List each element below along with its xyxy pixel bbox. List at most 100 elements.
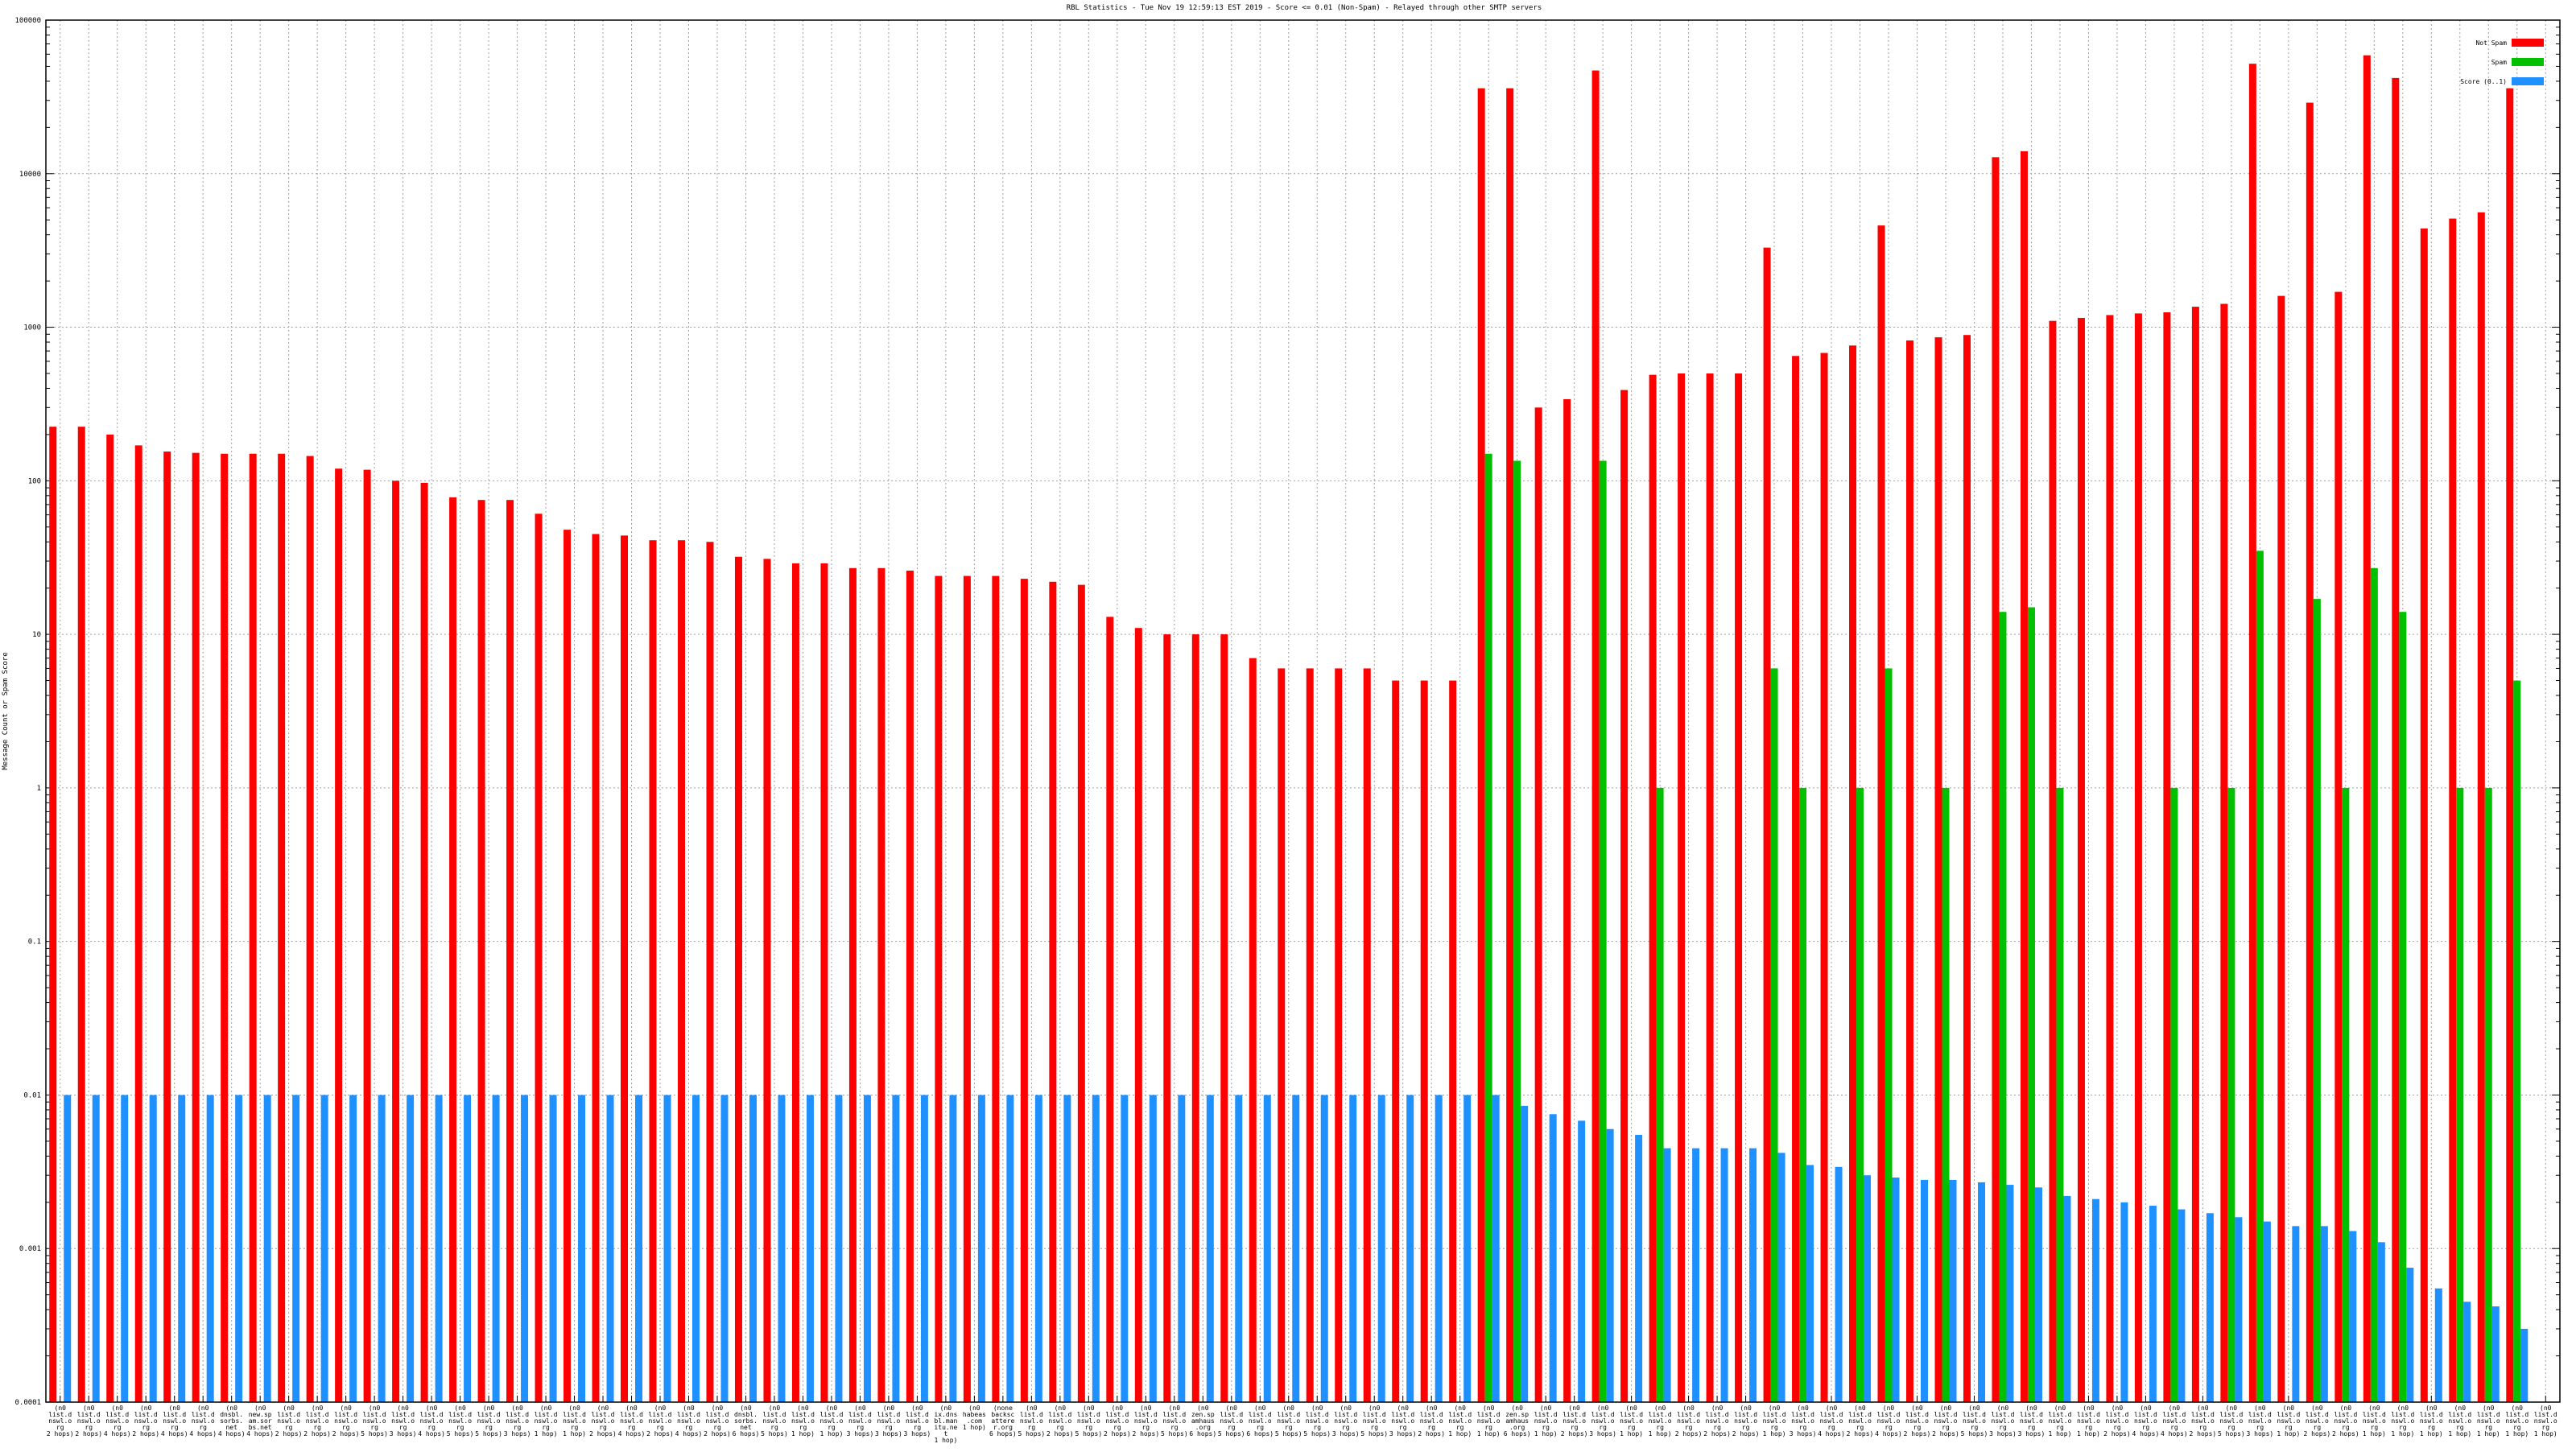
- x-tick-label: (n0 list.d nswl.o rg 4 hops): [1818, 1405, 1845, 1438]
- not-spam-bar: [935, 575, 943, 1403]
- spam-bar: [2370, 567, 2378, 1403]
- score-bar: [1921, 1179, 1929, 1402]
- x-tick-label: (n0 list.d nswl.o rg 5 hops): [1218, 1405, 1245, 1438]
- y-axis: 0.0001 0.001 0.01 0.1 1 10 100 1000 10000 100000: [14, 17, 2560, 1407]
- not-spam-bar: [249, 453, 257, 1402]
- not-spam-bar: [49, 427, 57, 1402]
- legend-label: Not Spam: [2475, 39, 2507, 47]
- score-bar: [949, 1095, 957, 1402]
- x-tick-label: (n0 dnsbl. sorbs. net 4 hops): [218, 1405, 246, 1438]
- x-tick-label: (n0 list.d nswl.o rg 2 hops): [332, 1405, 360, 1438]
- spam-bar: [2313, 599, 2321, 1402]
- not-spam-bar: [2363, 55, 2371, 1403]
- not-spam-bar: [221, 453, 229, 1402]
- spam-bar: [1799, 787, 1807, 1402]
- x-tick-label: (n0 list.d nswl.o rg 1 hop): [791, 1405, 815, 1438]
- score-bar: [1377, 1095, 1385, 1402]
- x-tick-label: (n0 list.d nswl.o rg 5 hops): [1161, 1405, 1188, 1438]
- score-bar: [806, 1095, 814, 1402]
- not-spam-bar: [2277, 295, 2285, 1402]
- x-tick-label: (n0 list.d nswl.o rg 1 hop): [1649, 1405, 1672, 1438]
- y-tick-label: 100000: [14, 17, 41, 25]
- score-bar: [1606, 1128, 1614, 1402]
- not-spam-bar: [477, 500, 485, 1402]
- score-bar: [1749, 1148, 1757, 1402]
- score-bar: [2120, 1202, 2128, 1402]
- not-spam-bar: [2392, 77, 2400, 1403]
- score-bar: [2320, 1226, 2328, 1402]
- x-tick-label: (n0 list.d nswl.o rg 5 hops): [447, 1405, 474, 1438]
- score-bar: [2349, 1231, 2357, 1402]
- not-spam-bar: [2449, 218, 2457, 1402]
- not-spam-bar: [1506, 88, 1514, 1403]
- not-spam-bar: [1735, 373, 1743, 1403]
- not-spam-bar: [1706, 373, 1714, 1403]
- score-bar: [1463, 1095, 1472, 1402]
- spam-bar: [2256, 551, 2264, 1403]
- not-spam-bar: [564, 530, 572, 1402]
- x-tick-label: (n0 zen.sp amhaus .org 6 hops): [1189, 1405, 1216, 1438]
- x-tick-label: (n0 list.d nswl.o rg 2 hops): [704, 1405, 731, 1438]
- y-tick-label: 0.1: [28, 938, 41, 947]
- x-tick-label: (n0 habeas .com 1 hop): [963, 1405, 986, 1431]
- score-bar: [521, 1095, 529, 1402]
- not-spam-bar: [2049, 320, 2057, 1403]
- not-spam-bar: [1534, 407, 1542, 1402]
- x-tick-label: (n0 list.d nswl.o rg 2 hops): [75, 1405, 102, 1438]
- x-tick-label: (n0 list.d nswl.o rg 1 hop): [535, 1405, 558, 1438]
- not-spam-bar: [420, 482, 428, 1403]
- x-tick-label: (n0 list.d nswl.o rg 2 hops): [1732, 1405, 1760, 1438]
- score-bar: [1349, 1095, 1357, 1402]
- not-spam-bar: [2334, 291, 2343, 1402]
- not-spam-bar: [963, 575, 971, 1403]
- not-spam-bar: [506, 500, 514, 1402]
- x-tick-label: (n0 list.d nswl.o rg 1 hop): [2048, 1405, 2071, 1438]
- score-bar: [1292, 1095, 1300, 1402]
- score-bar: [1663, 1148, 1671, 1402]
- not-spam-bar: [1449, 680, 1457, 1402]
- x-tick-label: (n0 list.d nswl.o rg 5 hops): [1275, 1405, 1302, 1438]
- score-bar: [863, 1095, 871, 1402]
- not-spam-bar: [1335, 668, 1343, 1402]
- x-tick-label: (n0 list.d nswl.o rg 4 hops): [1875, 1405, 1902, 1438]
- not-spam-bar: [2134, 313, 2142, 1402]
- x-tick-label: (n0 list.d nswl.o rg 4 hops): [189, 1405, 217, 1438]
- not-spam-bar: [77, 427, 85, 1402]
- spam-bar: [1599, 460, 1607, 1403]
- x-axis-labels: (n0 list.d nswl.o rg 2 hops) (n0 list.d nswl.o r…: [47, 1405, 2557, 1444]
- score-bar: [235, 1095, 243, 1402]
- x-tick-label: (n0 list.d nswl.o rg 3 hops): [904, 1405, 931, 1438]
- not-spam-bar: [306, 456, 314, 1403]
- x-tick-label: (n0 list.d nswl.o rg 1 hop): [2448, 1405, 2471, 1438]
- score-bar: [2434, 1288, 2442, 1402]
- x-tick-label: (n0 list.d nswl.o rg 2 hops): [275, 1405, 303, 1438]
- not-spam-bar: [392, 481, 400, 1403]
- not-spam-bar: [1678, 373, 1686, 1403]
- spam-bar: [1885, 668, 1893, 1402]
- score-bar: [1320, 1095, 1328, 1402]
- score-bar: [1006, 1095, 1014, 1402]
- score-bar: [549, 1095, 557, 1402]
- x-tick-label: (n0 list.d nswl.o rg 3 hops): [1332, 1405, 1360, 1438]
- score-bar: [1692, 1148, 1700, 1402]
- score-bar: [2091, 1198, 2099, 1402]
- y-tick-label: 0.01: [23, 1091, 41, 1099]
- x-tick-label: (n0 list.d nswl.o rg 1 hop): [2505, 1405, 2529, 1438]
- not-spam-bar: [363, 469, 371, 1402]
- not-spam-bar: [1420, 680, 1428, 1402]
- score-bar: [2178, 1209, 2186, 1402]
- score-bar: [2235, 1217, 2243, 1402]
- score-bar: [263, 1095, 271, 1402]
- score-bar: [2491, 1306, 2500, 1402]
- spam-bar: [1513, 460, 1521, 1403]
- legend-swatch: [2512, 77, 2544, 85]
- not-spam-bar: [1363, 668, 1371, 1402]
- score-bar: [691, 1095, 700, 1402]
- score-bar: [1777, 1153, 1785, 1402]
- x-tick-label: (n0 list.d nswl.o rg 1 hop): [2277, 1405, 2300, 1438]
- x-tick-label: (n0 list.d nswl.o rg 2 hops): [2103, 1405, 2131, 1438]
- not-spam-bar: [1392, 680, 1400, 1402]
- not-spam-bar: [1992, 157, 2000, 1403]
- not-spam-bar: [1649, 374, 1657, 1402]
